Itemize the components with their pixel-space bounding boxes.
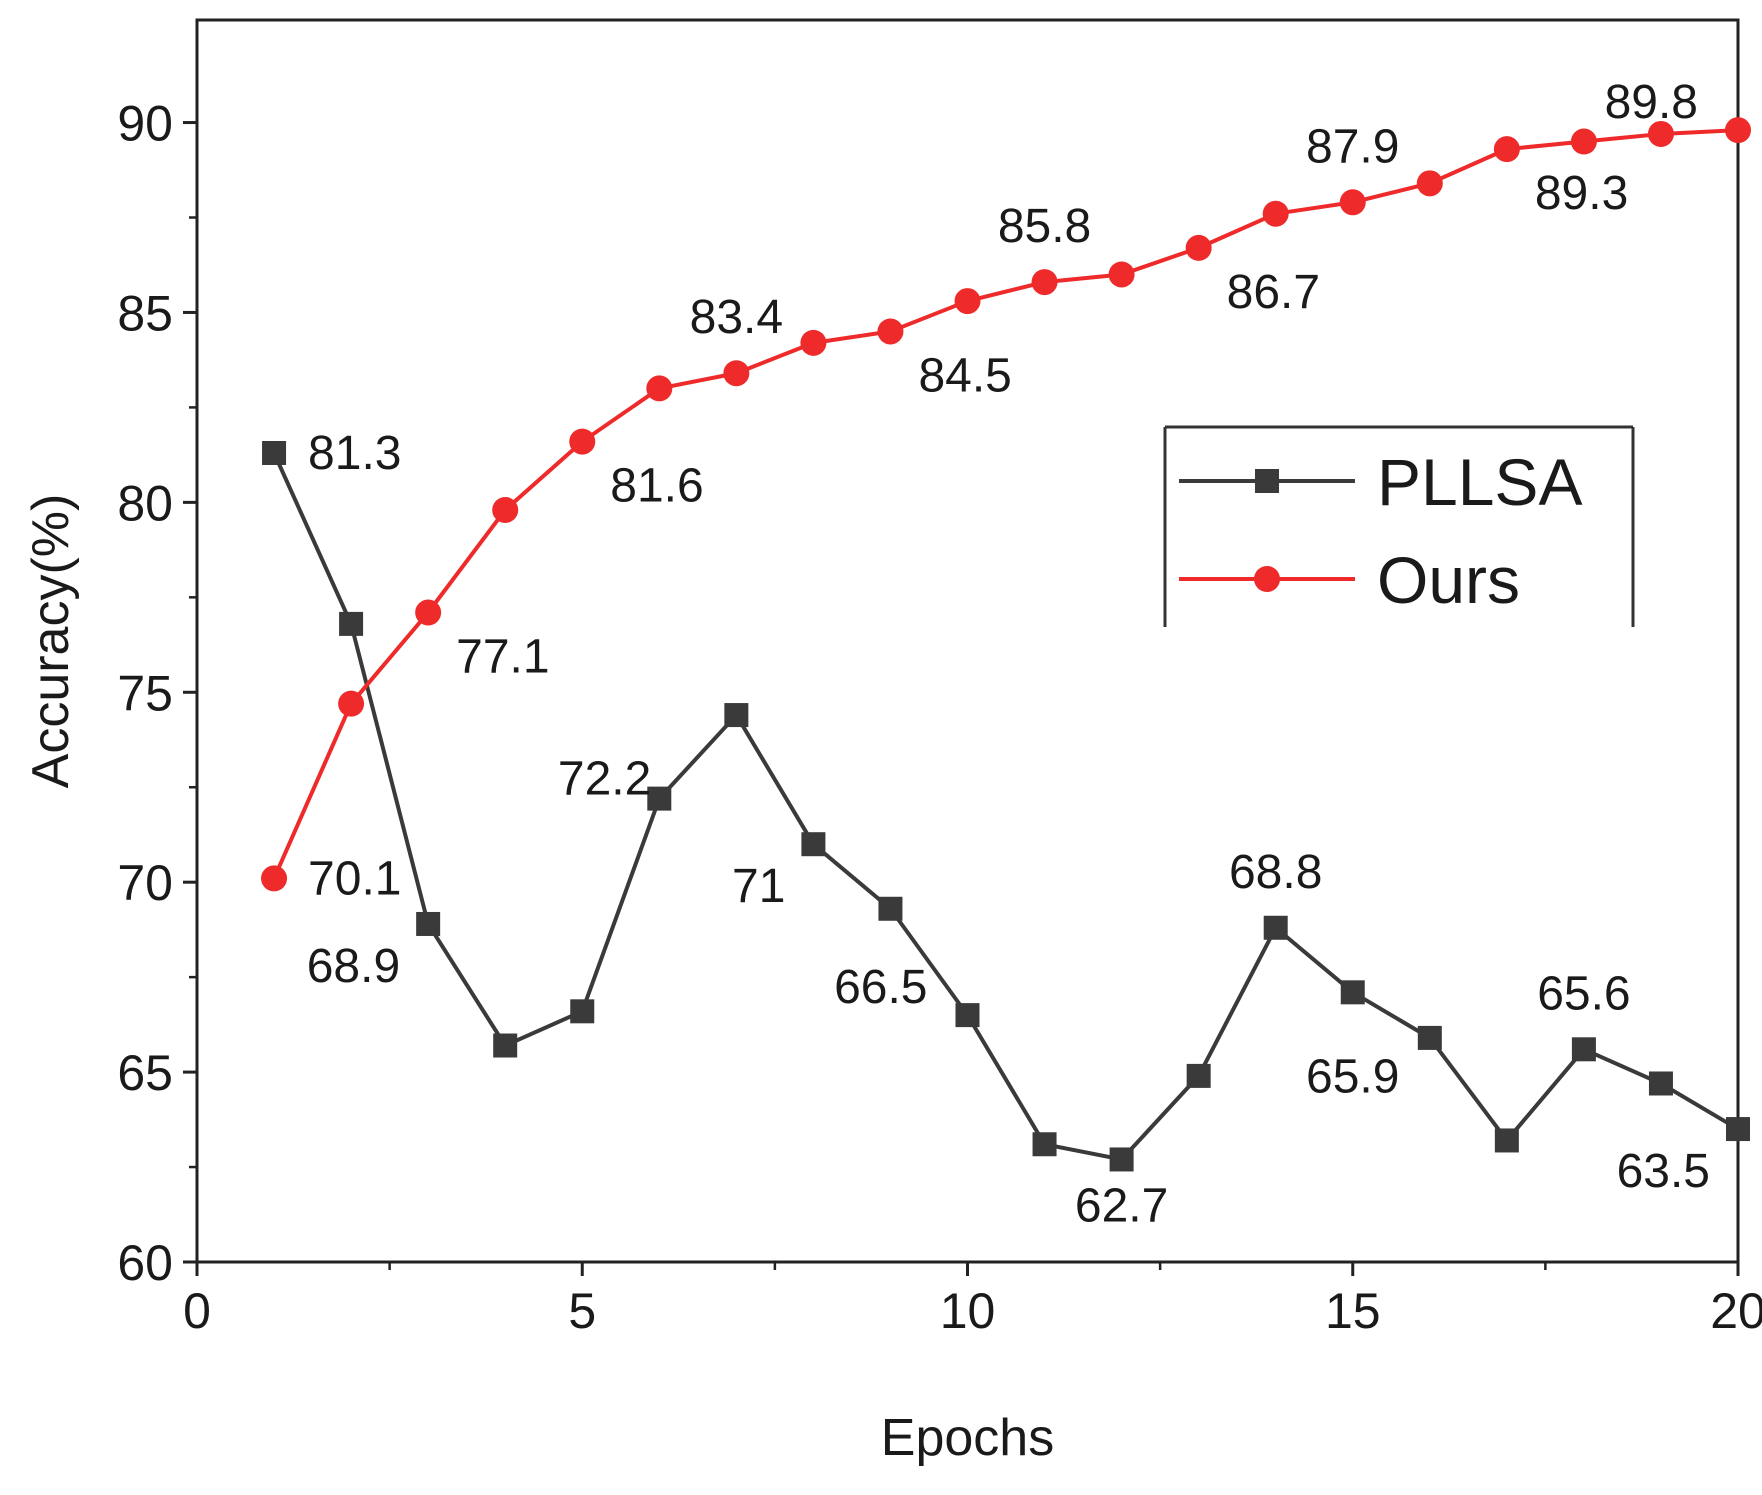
data-point xyxy=(724,703,749,728)
data-label: 89.3 xyxy=(1535,167,1628,220)
y-tick-label: 75 xyxy=(117,665,173,721)
y-tick-label: 90 xyxy=(117,96,173,152)
data-point xyxy=(1417,1025,1442,1050)
x-tick-label: 20 xyxy=(1710,1283,1762,1339)
data-point xyxy=(339,611,364,636)
data-point xyxy=(1108,261,1135,288)
y-tick-label: 80 xyxy=(117,475,173,531)
data-point xyxy=(1493,136,1520,163)
data-point xyxy=(338,690,365,717)
data-point xyxy=(261,865,288,892)
legend-marker xyxy=(1254,566,1280,592)
y-tick-label: 85 xyxy=(117,285,173,341)
legend-marker xyxy=(1255,469,1279,493)
x-tick-label: 15 xyxy=(1325,1283,1381,1339)
y-tick-label: 65 xyxy=(117,1045,173,1101)
legend-label: Ours xyxy=(1377,543,1520,617)
data-point xyxy=(1109,1147,1134,1172)
data-label: 85.8 xyxy=(998,200,1091,253)
data-point xyxy=(723,360,750,387)
y-axis-title: Accuracy(%) xyxy=(22,494,80,789)
data-point xyxy=(1726,1117,1750,1142)
data-point xyxy=(1571,1037,1596,1062)
data-label: 71 xyxy=(732,860,785,913)
data-point xyxy=(415,599,442,626)
data-label: 65.6 xyxy=(1537,967,1630,1020)
data-point xyxy=(1725,117,1751,144)
data-point xyxy=(1032,1132,1057,1157)
y-tick-label: 70 xyxy=(117,855,173,911)
data-point xyxy=(646,375,673,402)
data-point xyxy=(1494,1128,1519,1153)
data-point xyxy=(1647,120,1674,147)
data-point xyxy=(262,440,287,465)
data-point xyxy=(493,1033,518,1058)
data-point xyxy=(1339,189,1366,216)
data-label: 68.8 xyxy=(1229,846,1322,899)
x-axis-title: Epochs xyxy=(881,1409,1054,1467)
data-point xyxy=(1648,1071,1673,1096)
data-labels: 81.3 68.9 72.2 71 66.5 62.7 68.8 65.9 65.6 63.5 70… xyxy=(307,76,1710,1232)
data-point xyxy=(1340,980,1365,1005)
data-point xyxy=(1263,915,1288,940)
x-tick-label: 10 xyxy=(940,1283,996,1339)
data-label: 63.5 xyxy=(1617,1145,1710,1198)
data-point xyxy=(1570,128,1597,155)
x-tick-label: 0 xyxy=(183,1283,211,1339)
series-line-ours xyxy=(272,128,1739,880)
data-point xyxy=(878,896,903,921)
data-label: 83.4 xyxy=(690,291,783,344)
legend-label: PLLSA xyxy=(1377,445,1582,519)
data-point xyxy=(1031,269,1058,296)
data-point xyxy=(492,496,519,523)
data-point xyxy=(416,911,441,936)
data-point xyxy=(1186,1063,1211,1088)
x-tick-label: 5 xyxy=(568,1283,596,1339)
data-label: 81.3 xyxy=(308,427,401,480)
data-point xyxy=(647,786,672,811)
data-point xyxy=(1262,200,1289,227)
series-line-pllsa xyxy=(272,452,1740,1162)
data-point xyxy=(570,999,595,1024)
data-point xyxy=(1416,170,1443,197)
data-point xyxy=(800,329,827,356)
data-label: 89.8 xyxy=(1605,76,1698,129)
data-label: 70.1 xyxy=(308,852,401,905)
data-point xyxy=(1185,234,1212,261)
y-tick-label: 60 xyxy=(117,1235,173,1291)
data-label: 77.1 xyxy=(456,631,549,684)
data-label: 87.9 xyxy=(1306,120,1399,173)
series-layer xyxy=(261,117,1751,1172)
plot-frame xyxy=(195,18,1740,1264)
data-point xyxy=(955,1003,980,1028)
legend: PLLSA Ours xyxy=(1163,425,1635,627)
data-point xyxy=(954,288,981,315)
data-label: 81.6 xyxy=(610,460,703,513)
data-label: 86.7 xyxy=(1227,266,1320,319)
data-point xyxy=(569,428,596,455)
data-label: 65.9 xyxy=(1306,1050,1399,1103)
data-point xyxy=(877,318,904,345)
data-point xyxy=(801,832,826,857)
data-label: 68.9 xyxy=(307,940,400,993)
data-label: 62.7 xyxy=(1075,1179,1168,1232)
data-label: 66.5 xyxy=(834,961,927,1014)
axes: 0 5 10 15 20 60 65 70 75 80 85 90 Epochs Accuracy(%) xyxy=(22,18,1762,1467)
data-label: 84.5 xyxy=(918,349,1011,402)
data-label: 72.2 xyxy=(558,753,651,806)
